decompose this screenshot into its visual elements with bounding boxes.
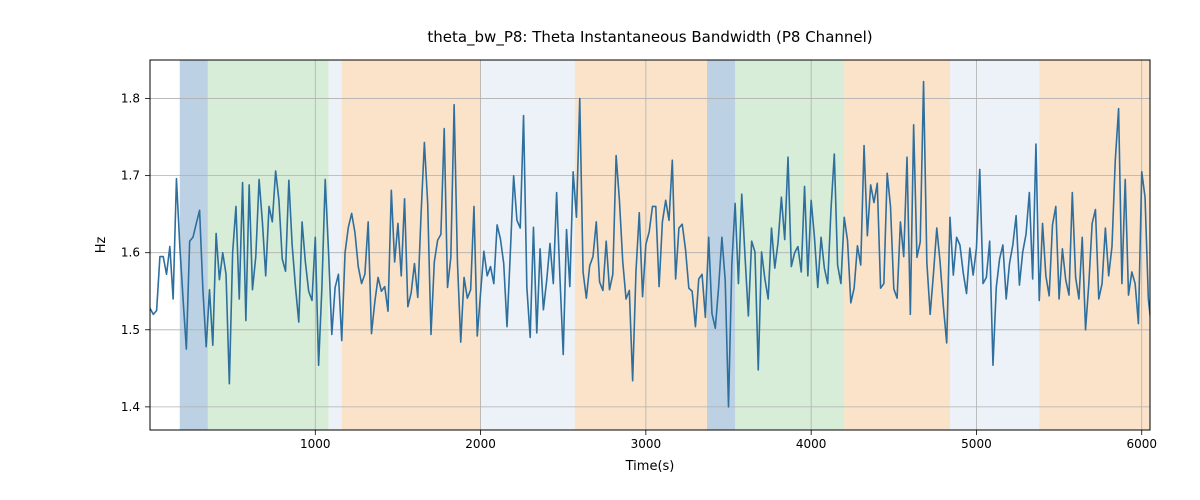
span-region <box>844 60 950 430</box>
ytick-label: 1.5 <box>121 323 140 337</box>
span-region <box>180 60 208 430</box>
ytick-label: 1.7 <box>121 169 140 183</box>
xtick-label: 5000 <box>961 437 992 451</box>
chart-container: 1000 2000 3000 4000 5000 6000 1.4 1.5 1.6 1.7 1.8 T… <box>0 0 1200 500</box>
xtick-label: 3000 <box>631 437 662 451</box>
xtick-label: 2000 <box>465 437 496 451</box>
ytick-label: 1.8 <box>121 92 140 106</box>
xtick-label: 6000 <box>1126 437 1157 451</box>
xtick-label: 4000 <box>796 437 827 451</box>
ytick-label: 1.4 <box>121 400 140 414</box>
ytick-label: 1.6 <box>121 246 140 260</box>
ylabel: Hz <box>94 237 109 254</box>
span-region <box>1039 60 1150 430</box>
span-region <box>481 60 575 430</box>
chart-title: theta_bw_P8: Theta Instantaneous Bandwid… <box>427 28 872 47</box>
span-region <box>208 60 329 430</box>
span-region <box>342 60 481 430</box>
xtick-label: 1000 <box>300 437 331 451</box>
span-region <box>329 60 342 430</box>
span-region <box>950 60 1039 430</box>
xlabel: Time(s) <box>625 459 675 474</box>
line-chart: 1000 2000 3000 4000 5000 6000 1.4 1.5 1.6 1.7 1.8 T… <box>0 0 1200 500</box>
